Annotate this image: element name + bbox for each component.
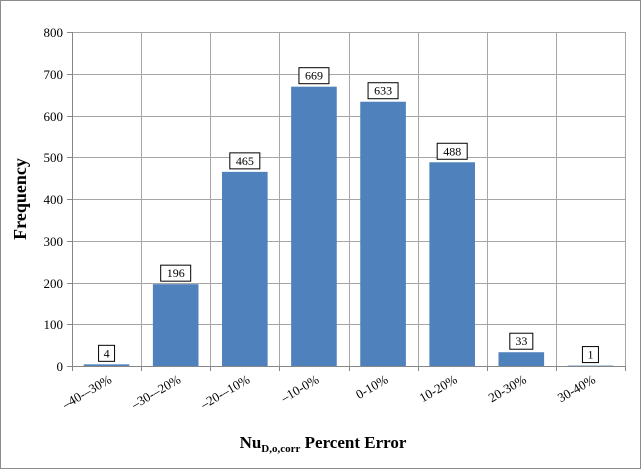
bar xyxy=(291,87,337,366)
x-axis-title: NuD,o,corr Percent Error xyxy=(240,433,407,455)
y-tick-label: 600 xyxy=(44,109,64,124)
y-tick-label: 300 xyxy=(44,234,64,249)
y-tick-labels: 0 100 200 300 400 500 600 700 800 xyxy=(44,25,64,374)
data-label: 669 xyxy=(305,69,323,83)
x-tick-label: –10-0% xyxy=(277,372,321,406)
data-label: 4 xyxy=(104,346,110,360)
x-tick-labels: –40-–30% –30-–20% –20-–10% –10-0% 0-10% 10-20… xyxy=(59,372,598,413)
data-label: 465 xyxy=(236,154,254,168)
x-tick-label: –40-–30% xyxy=(59,372,114,413)
x-tick-label: 30-40% xyxy=(555,372,598,406)
x-axis-title-main: Nu xyxy=(240,433,262,452)
data-label: 196 xyxy=(167,266,185,280)
bar xyxy=(84,364,130,366)
y-tick-label: 800 xyxy=(44,25,64,40)
x-tick-label: 20-30% xyxy=(486,372,529,406)
y-tick-label: 400 xyxy=(44,192,64,207)
y-tick-label: 100 xyxy=(44,317,64,332)
x-axis-title-rest: Percent Error xyxy=(300,433,406,452)
data-label: 488 xyxy=(443,144,461,158)
y-tick-label: 200 xyxy=(44,276,64,291)
y-axis-title: Frequency xyxy=(10,158,30,240)
y-tick-label: 0 xyxy=(57,359,64,374)
bar xyxy=(153,284,199,366)
bar xyxy=(429,162,475,366)
y-tick-label: 700 xyxy=(44,67,64,82)
data-label: 633 xyxy=(374,84,392,98)
bar xyxy=(360,102,406,366)
x-tick-label: 10-20% xyxy=(417,372,460,406)
bar xyxy=(499,352,545,366)
data-label: 33 xyxy=(515,334,527,348)
x-tick-label: 0-10% xyxy=(353,372,391,402)
data-label: 1 xyxy=(587,348,593,362)
x-axis-title-subscript: D,o,corr xyxy=(261,443,300,455)
axes xyxy=(67,32,626,371)
y-tick-label: 500 xyxy=(44,150,64,165)
bar xyxy=(222,172,268,366)
x-tick-label: –20-–10% xyxy=(197,372,252,413)
x-tick-label: –30-–20% xyxy=(128,372,183,413)
